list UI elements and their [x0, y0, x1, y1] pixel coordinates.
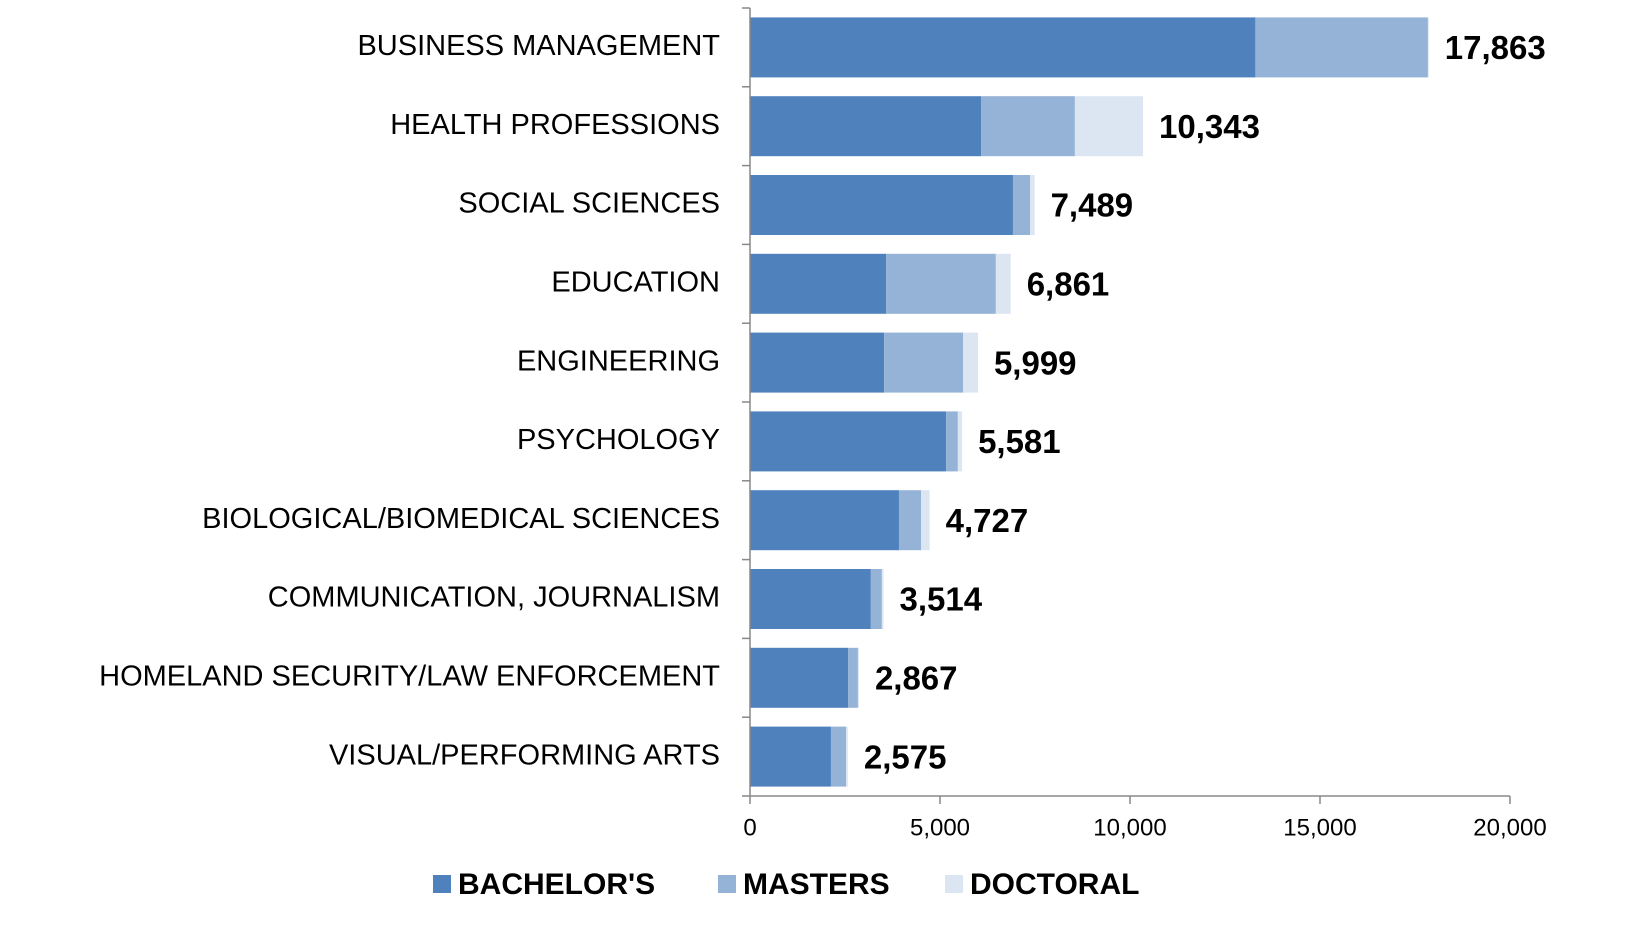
total-label: 5,581 [978, 423, 1061, 460]
bar-segment [886, 253, 996, 314]
bar-segment [898, 490, 921, 551]
bar-segment [981, 96, 1075, 157]
bar-segment [1012, 175, 1031, 235]
bar-segment [881, 569, 884, 629]
category-label: ENGINEERING [517, 345, 720, 377]
bar-segment [946, 411, 958, 472]
total-label: 2,575 [864, 738, 947, 775]
total-label: 7,489 [1051, 187, 1134, 224]
bar-segment [848, 647, 858, 708]
bar-segment [1074, 96, 1144, 157]
x-tick-label: 20,000 [1473, 814, 1546, 841]
category-label: BIOLOGICAL/BIOMEDICAL SCIENCES [202, 503, 720, 535]
total-label: 17,863 [1445, 29, 1546, 66]
bar-segment [750, 96, 982, 157]
x-tick-label: 10,000 [1093, 814, 1166, 841]
legend-label: MASTERS [743, 868, 890, 901]
x-tick-label: 5,000 [910, 814, 970, 841]
total-label: 10,343 [1159, 108, 1260, 145]
legend-swatch [433, 875, 451, 893]
category-label: VISUAL/PERFORMING ARTS [329, 739, 720, 771]
total-label: 4,727 [946, 502, 1029, 539]
bar-segment [1427, 17, 1429, 78]
bar-segment [750, 332, 885, 393]
bar-segment [995, 253, 1011, 314]
bar-segment [750, 253, 887, 314]
x-tick-label: 15,000 [1283, 814, 1356, 841]
bar-segment [1030, 175, 1035, 235]
category-label: HOMELAND SECURITY/LAW ENFORCEMENT [99, 660, 720, 692]
total-label: 2,867 [875, 660, 958, 697]
bar-segment [750, 175, 1013, 235]
bar-segment [750, 726, 831, 787]
bar-segment [846, 726, 848, 787]
bar-segment [830, 726, 847, 787]
bar-segment [884, 332, 964, 393]
category-label: SOCIAL SCIENCES [458, 188, 720, 220]
total-label: 5,999 [994, 344, 1077, 381]
bar-segment [750, 411, 947, 472]
bar-segment [870, 569, 882, 629]
category-label: COMMUNICATION, JOURNALISM [268, 582, 720, 614]
total-label: 3,514 [900, 581, 983, 618]
x-tick-label: 0 [743, 814, 756, 841]
bar-segment [750, 17, 1256, 78]
bar-segment [963, 332, 978, 393]
bar-segment [857, 647, 859, 708]
legend-swatch [718, 875, 736, 893]
category-label: HEALTH PROFESSIONS [390, 109, 720, 141]
legend-swatch [945, 875, 963, 893]
bar-segment [750, 569, 871, 629]
bar-segment [750, 647, 849, 708]
bar-segment [1255, 17, 1428, 78]
bar-segment [750, 490, 899, 551]
bar-segment [957, 411, 963, 472]
total-label: 6,861 [1027, 266, 1110, 303]
category-label: PSYCHOLOGY [517, 424, 720, 456]
legend-label: DOCTORAL [970, 868, 1139, 901]
legend-label: BACHELOR'S [458, 868, 655, 901]
bar-segment [921, 490, 930, 551]
category-label: EDUCATION [551, 266, 720, 298]
category-label: BUSINESS MANAGEMENT [357, 30, 720, 62]
